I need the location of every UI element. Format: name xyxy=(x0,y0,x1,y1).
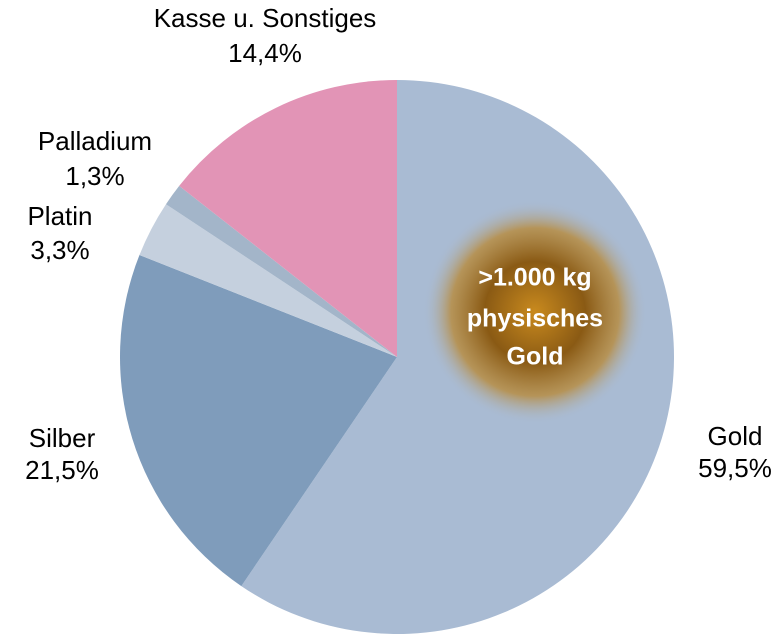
slice-value-label: 21,5% xyxy=(25,455,99,485)
slice-value-label: 59,5% xyxy=(698,453,772,483)
annotation: physisches xyxy=(467,305,603,333)
slice-value-label: 1,3% xyxy=(65,161,124,191)
slice-value-label: 14,4% xyxy=(228,38,302,68)
annotation: Gold xyxy=(507,343,564,371)
slice-label: Gold xyxy=(708,421,763,451)
chart: >1.000 kg physisches Gold Gold59,5%Silbe… xyxy=(0,0,784,634)
slice-value-label: 3,3% xyxy=(30,235,89,265)
slice-label: Silber xyxy=(29,423,96,453)
slice-label: Kasse u. Sonstiges xyxy=(154,3,377,33)
slice-label: Platin xyxy=(27,201,92,231)
annotation: >1.000 kg xyxy=(478,264,591,292)
slice-label: Palladium xyxy=(38,126,152,156)
